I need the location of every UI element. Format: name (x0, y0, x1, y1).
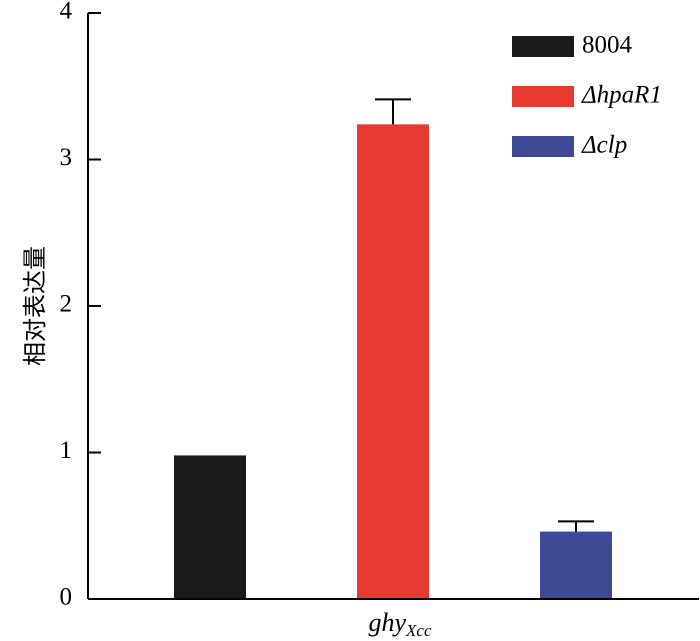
legend-label: ΔhpaR1 (581, 82, 662, 109)
y-ticks: 0 1 2 3 4 (60, 0, 101, 611)
legend-swatch (512, 36, 574, 57)
y-tick-label: 4 (60, 0, 73, 25)
x-axis-label-main: ghy (368, 608, 406, 637)
bar (357, 124, 429, 599)
error-bars-layer (375, 98, 594, 532)
y-tick-label: 2 (60, 291, 73, 318)
legend-swatch (512, 136, 574, 157)
y-tick-label: 1 (60, 437, 73, 464)
y-axis-label: 相对表达量 (21, 246, 49, 366)
x-axis-label: ghyXcc (368, 608, 431, 640)
legend-label: Δclp (581, 132, 627, 159)
bar (174, 455, 246, 599)
y-tick-label: 3 (60, 144, 73, 171)
legend: 8004 ΔhpaR1 Δclp (512, 32, 662, 159)
y-tick-label: 0 (60, 584, 73, 611)
bar (540, 531, 612, 599)
x-axis-label-subscript: Xcc (405, 621, 432, 640)
legend-label: 8004 (582, 32, 633, 59)
legend-swatch (512, 86, 574, 107)
bars-layer (174, 124, 612, 599)
